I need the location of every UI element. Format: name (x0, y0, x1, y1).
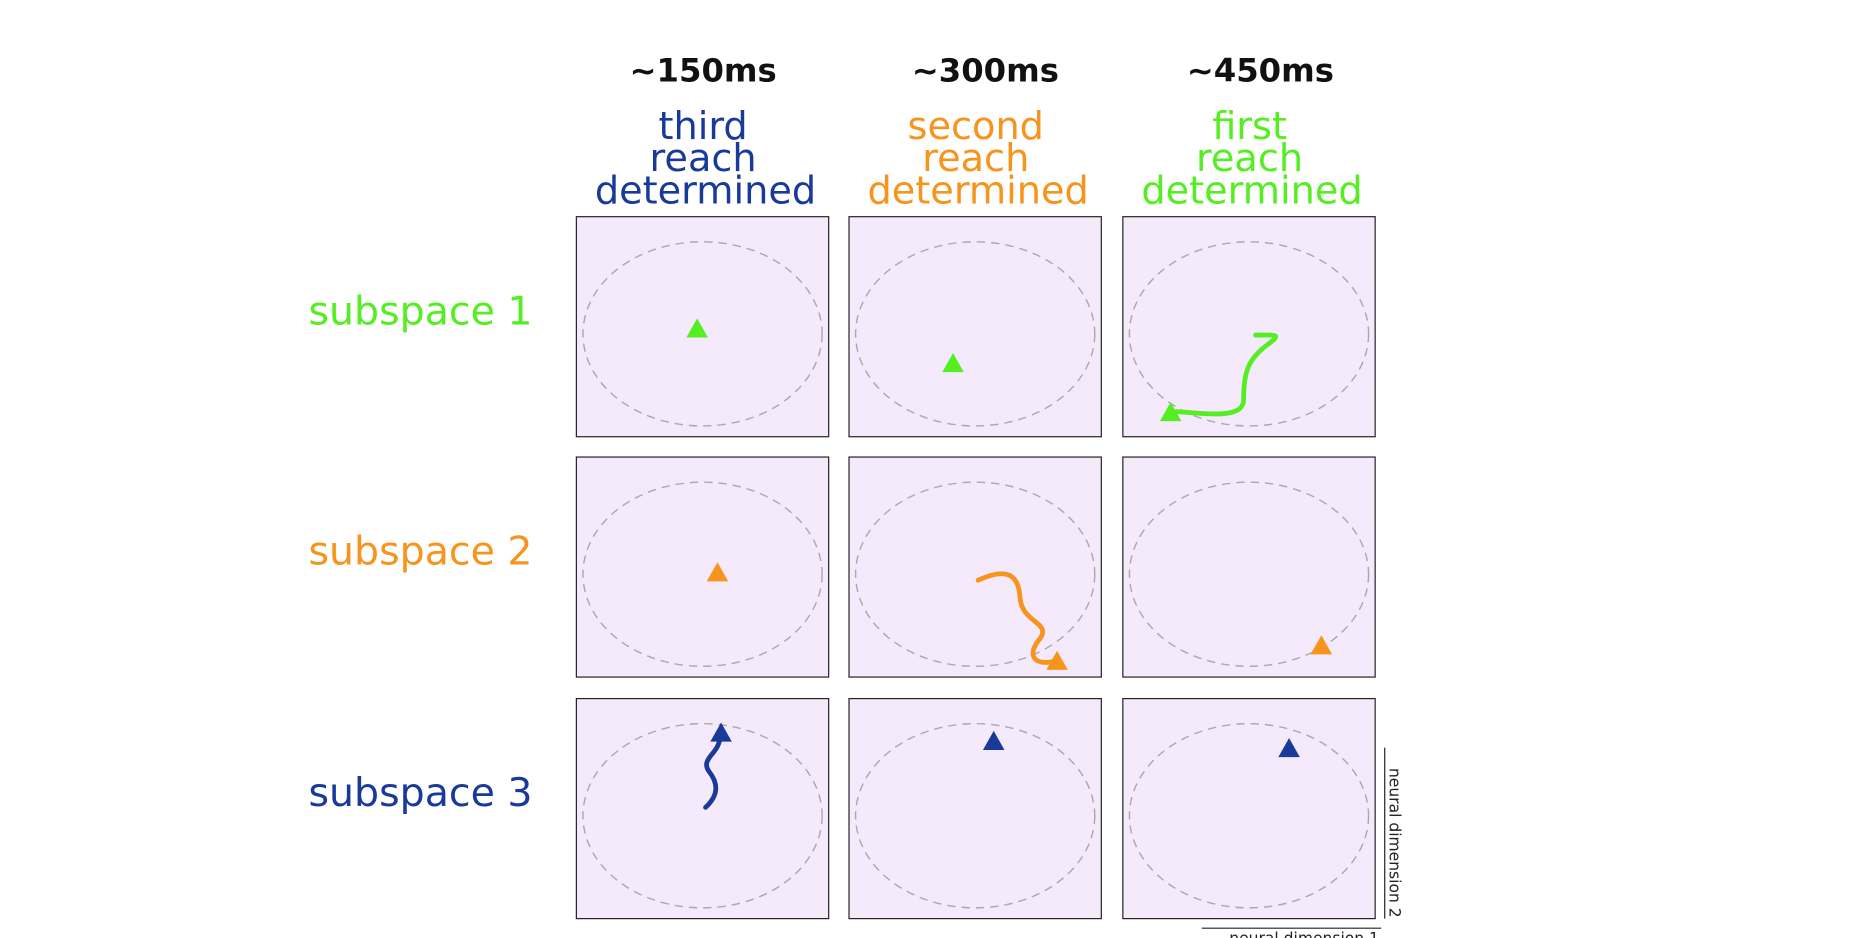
column-time: ~300ms (912, 52, 1059, 90)
ellipse (582, 722, 823, 909)
ellipse (1128, 241, 1370, 427)
column-label: reach (650, 136, 757, 181)
triangle-marker (1046, 650, 1068, 670)
column-time: ~450ms (1187, 52, 1334, 90)
column-label: determined (595, 169, 816, 214)
panel (1122, 216, 1376, 438)
panel (575, 216, 830, 438)
panel (575, 456, 830, 678)
column-label: determined (867, 169, 1088, 214)
column-label: first (1212, 104, 1287, 149)
row-label: subspace 3 (309, 770, 533, 816)
ellipse (854, 722, 1096, 909)
headers: ~150msthirdreachdetermined~300mssecondre… (309, 52, 1363, 817)
triangle-marker (942, 353, 964, 373)
triangle-marker (1159, 402, 1182, 422)
ellipse (1128, 481, 1370, 668)
column-label: determined (1141, 169, 1362, 214)
trajectory (1174, 332, 1279, 417)
ellipse (854, 481, 1096, 668)
column-label: reach (922, 136, 1029, 181)
column-label: reach (1196, 136, 1303, 181)
triangle-marker (1278, 738, 1300, 758)
trajectory (703, 734, 723, 810)
panel (1122, 456, 1376, 678)
triangle-marker (982, 730, 1005, 751)
column-time: ~150ms (630, 52, 777, 90)
ellipse (582, 241, 823, 427)
triangle-marker (706, 562, 729, 582)
panel (848, 216, 1102, 438)
panel (848, 456, 1102, 678)
row-label: subspace 2 (309, 529, 533, 575)
ellipse (582, 481, 823, 668)
trajectory (975, 571, 1055, 665)
panel (1122, 697, 1376, 920)
ellipse (854, 241, 1096, 427)
panel (848, 697, 1102, 920)
row-label: subspace 1 (309, 288, 533, 334)
y-axis-label: neural dimension 2 (1386, 768, 1404, 918)
panel (575, 697, 830, 920)
triangle-marker (710, 722, 732, 742)
column-label: second (908, 104, 1044, 149)
panels (575, 216, 1376, 920)
column-label: third (659, 104, 748, 149)
ellipse (1128, 722, 1370, 909)
markers (686, 318, 1333, 758)
x-axis-label: neural dimension 1 (1229, 930, 1379, 938)
trajectories (703, 332, 1279, 810)
triangle-marker (686, 318, 708, 338)
triangle-marker (1310, 635, 1333, 655)
